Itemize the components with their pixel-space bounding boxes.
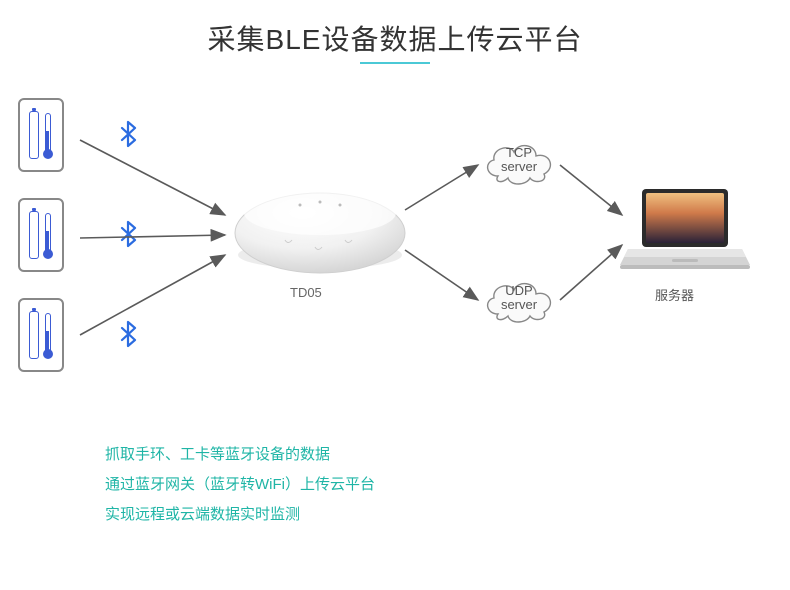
desc-line: 通过蓝牙网关（蓝牙转WiFi）上传云平台 xyxy=(105,470,375,500)
desc-line: 实现远程或云端数据实时监测 xyxy=(105,500,375,530)
page-title: 采集BLE设备数据上传云平台 xyxy=(0,18,790,58)
desc-line: 抓取手环、工卡等蓝牙设备的数据 xyxy=(105,440,375,470)
title-underline xyxy=(360,62,430,64)
gateway-device-icon xyxy=(230,185,410,275)
bluetooth-icon xyxy=(118,320,138,348)
ble-sensor xyxy=(18,98,64,172)
thermometer-icon xyxy=(42,211,54,259)
tcp-cloud-label: TCP server xyxy=(480,146,558,175)
ble-sensor xyxy=(18,198,64,272)
battery-icon xyxy=(29,111,39,159)
thermometer-icon xyxy=(42,311,54,359)
udp-cloud-label: UDP server xyxy=(480,284,558,313)
thermometer-icon xyxy=(42,111,54,159)
bluetooth-icon xyxy=(118,220,138,248)
description-block: 抓取手环、工卡等蓝牙设备的数据 通过蓝牙网关（蓝牙转WiFi）上传云平台 实现远… xyxy=(105,440,375,530)
ble-sensor xyxy=(18,298,64,372)
gateway-label: TD05 xyxy=(290,285,322,300)
server-label: 服务器 xyxy=(655,285,694,304)
server-laptop-icon xyxy=(620,185,750,275)
battery-icon xyxy=(29,211,39,259)
battery-icon xyxy=(29,311,39,359)
network-diagram: TD05 TCP server UDP server 服务器 xyxy=(0,90,790,390)
bluetooth-icon xyxy=(118,120,138,148)
